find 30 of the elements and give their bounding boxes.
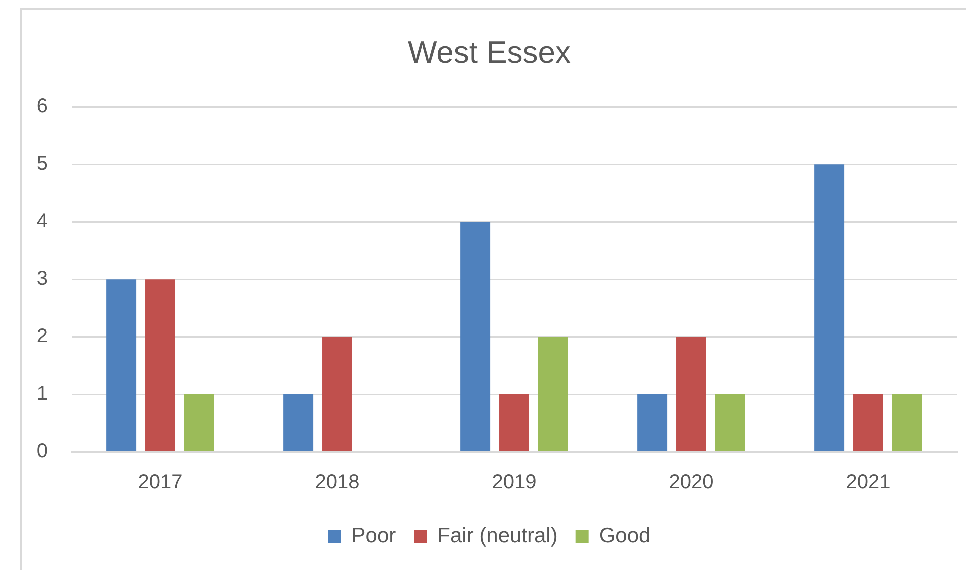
y-tick-label: 4 [36, 210, 48, 233]
legend-label: Fair (neutral) [438, 524, 558, 548]
bar [184, 394, 214, 452]
y-tick-label: 1 [36, 383, 48, 406]
bar [322, 337, 352, 452]
x-tick-label: 2021 [846, 472, 891, 494]
y-tick-label: 6 [36, 96, 48, 118]
y-tick-label: 3 [36, 268, 48, 290]
x-tick-label: 2020 [669, 472, 714, 494]
x-tick-label: 2018 [315, 472, 360, 494]
legend-label: Good [599, 524, 651, 548]
bar [814, 164, 845, 452]
bar [854, 394, 884, 452]
bar [892, 394, 922, 452]
legend-label: Poor [352, 524, 396, 548]
bar [460, 222, 491, 452]
y-tick-label: 0 [36, 440, 48, 463]
bar [676, 337, 706, 452]
bar [284, 394, 314, 452]
bar [146, 280, 176, 452]
y-tick-label: 2 [36, 326, 48, 348]
bar [715, 394, 746, 452]
bar [106, 280, 137, 452]
bar [538, 337, 568, 452]
x-tick-label: 2017 [138, 472, 183, 494]
y-tick-label: 5 [36, 153, 48, 176]
bar [638, 394, 668, 452]
chart-title: West Essex [408, 35, 572, 70]
bar [500, 394, 530, 452]
x-tick-label: 2019 [492, 472, 537, 494]
